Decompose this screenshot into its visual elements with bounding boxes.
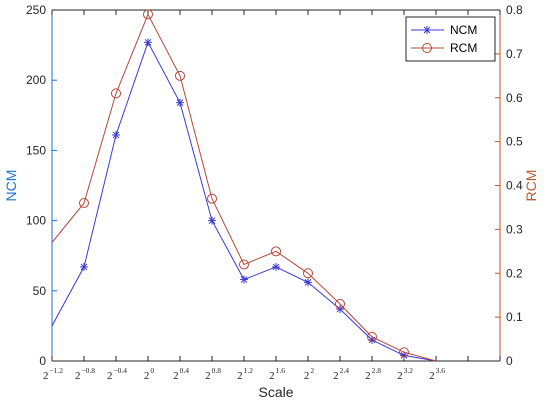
marker-ncm (80, 262, 88, 271)
x-tick-label-exponent: 2 (310, 366, 314, 375)
x-tick-label-exponent: −0.8 (81, 366, 95, 375)
x-tick-label: 20.4 (173, 366, 189, 382)
x-tick-label-exponent: 1.6 (276, 366, 286, 375)
right-tick-label: 0.3 (506, 222, 523, 236)
series-ncm (51, 38, 437, 362)
top-axis-line (51, 9, 501, 15)
right-y-axis: 0 0.1 0.2 0.3 0.4 0.5 0.6 0.7 0.8 (495, 3, 523, 368)
left-tick-label: 250 (26, 3, 46, 17)
x-tick-label: 21.2 (237, 366, 253, 382)
legend-item-ncm: NCM (411, 23, 477, 37)
x-tick-label: 22 (304, 366, 315, 382)
marker-rcm (271, 246, 281, 257)
marker-ncm (208, 216, 216, 225)
x-tick-label-base: 2 (237, 370, 243, 382)
marker-rcm (303, 268, 313, 279)
x-tick-label-base: 2 (429, 370, 435, 382)
plot-area (52, 10, 500, 361)
right-tick-label: 0.1 (506, 310, 523, 324)
x-tick-label-exponent: 1.2 (244, 366, 254, 375)
x-tick-label-exponent: 2.8 (372, 366, 382, 375)
legend-marker (423, 26, 431, 34)
x-tick-label-base: 2 (107, 370, 113, 382)
right-tick-label: 0.8 (506, 3, 523, 17)
marker-rcm (399, 347, 409, 358)
marker-ncm (112, 130, 120, 139)
legend-label: RCM (450, 41, 477, 55)
x-tick-label-base: 2 (304, 370, 310, 382)
right-tick-label: 0.7 (506, 47, 523, 61)
x-tick-label-base: 2 (333, 370, 339, 382)
left-tick-label: 50 (33, 284, 47, 298)
x-tick-label: 22.8 (365, 366, 381, 382)
x-tick-label-base: 2 (173, 370, 179, 382)
x-axis: 2−1.2 2−0.8 2−0.4 20 20.4 20.8 21.2 21.6 22 22.4 2… (43, 356, 501, 382)
left-y-axis: 0 50 100 150 200 250 (26, 3, 57, 368)
x-tick-label-exponent: 0.4 (180, 366, 190, 375)
marker-ncm (240, 275, 248, 284)
marker-rcm (207, 193, 217, 204)
y-axis-label-right: RCM (523, 170, 539, 202)
x-tick-label: 20 (144, 366, 155, 382)
x-tick-label: 2−0.8 (75, 366, 95, 382)
right-tick-label: 0.5 (506, 135, 523, 149)
x-tick-label-exponent: 0 (150, 366, 154, 375)
x-tick-label-base: 2 (43, 370, 49, 382)
x-tick-label-exponent: 2.4 (340, 366, 350, 375)
right-tick-label: 0.4 (506, 179, 523, 193)
marker-rcm (175, 70, 185, 81)
x-tick-label: 21.6 (269, 366, 285, 382)
right-tick-label: 0.2 (506, 266, 523, 280)
x-tick-label-base: 2 (269, 370, 275, 382)
marker-rcm (111, 88, 121, 99)
right-tick-label: 0 (506, 354, 513, 368)
marker-ncm (304, 278, 312, 287)
x-tick-label-exponent: −1.2 (49, 366, 63, 375)
x-tick-label: 23.2 (397, 366, 413, 382)
marker-ncm (400, 351, 408, 360)
line-rcm (51, 13, 437, 362)
x-tick-label-base: 2 (365, 370, 371, 382)
marker-ncm (176, 98, 184, 107)
x-tick-label: 20.8 (205, 366, 221, 382)
x-tick-label-exponent: 3.6 (436, 366, 446, 375)
x-tick-label-base: 2 (144, 370, 150, 382)
series-layer (51, 9, 437, 362)
marker-rcm (335, 298, 345, 309)
series-rcm (51, 9, 437, 362)
x-tick-label: 23.6 (429, 366, 445, 382)
marker-rcm (367, 331, 377, 342)
left-tick-label: 200 (26, 73, 46, 87)
marker-ncm (144, 38, 152, 47)
x-tick-label-exponent: 3.2 (404, 366, 414, 375)
marker-rcm (143, 9, 153, 20)
y-axis-label-left: NCM (3, 170, 19, 202)
marker-ncm (336, 305, 344, 314)
x-tick-label-base: 2 (397, 370, 403, 382)
x-tick-label-exponent: 0.8 (212, 366, 222, 375)
x-tick-label-exponent: −0.4 (113, 366, 127, 375)
legend-box (405, 16, 496, 62)
marker-rcm (79, 198, 89, 209)
marker-ncm (272, 262, 280, 271)
legend-marker (422, 43, 432, 53)
x-axis-label: Scale (258, 384, 293, 400)
x-tick-label: 2−1.2 (43, 366, 63, 382)
marker-rcm (239, 259, 249, 270)
legend-item-rcm: RCM (411, 41, 477, 55)
right-tick-label: 0.6 (506, 91, 523, 105)
left-tick-label: 0 (39, 354, 46, 368)
x-tick-label: 2−0.4 (107, 366, 127, 382)
x-tick-label-base: 2 (205, 370, 211, 382)
left-tick-label: 150 (26, 143, 46, 157)
left-tick-label: 100 (26, 214, 46, 228)
legend-label: NCM (450, 23, 477, 37)
legend: NCM RCM (405, 16, 496, 62)
x-tick-label-base: 2 (75, 370, 81, 382)
x-tick-label: 22.4 (333, 366, 349, 382)
